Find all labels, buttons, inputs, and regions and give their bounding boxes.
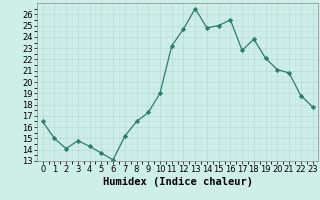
- X-axis label: Humidex (Indice chaleur): Humidex (Indice chaleur): [103, 177, 252, 187]
